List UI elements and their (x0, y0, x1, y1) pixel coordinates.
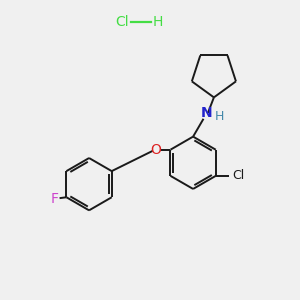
Text: H: H (214, 110, 224, 123)
Text: Cl: Cl (116, 15, 129, 29)
Text: Cl: Cl (232, 169, 244, 182)
Text: F: F (50, 192, 59, 206)
Text: O: O (151, 143, 162, 157)
Text: H: H (153, 15, 163, 29)
Text: N: N (201, 106, 212, 120)
